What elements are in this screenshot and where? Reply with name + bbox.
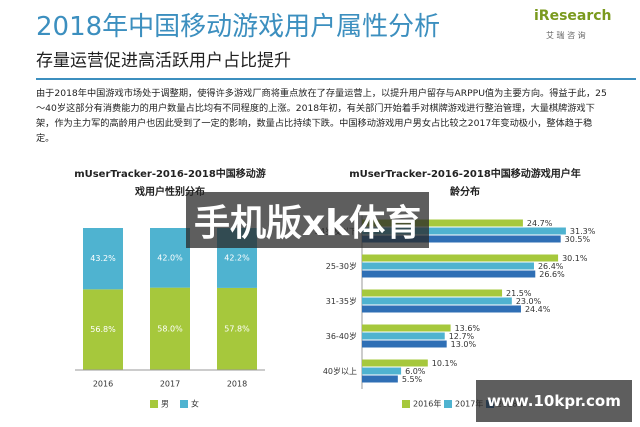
- data-label: 21.5%: [506, 289, 532, 298]
- divider: [36, 78, 636, 80]
- legend-swatch: [444, 400, 452, 408]
- body-text: 由于2018年中国游戏市场处于调整期，使得许多游戏厂商将重点放在了存量运营上，以…: [36, 88, 607, 144]
- data-label: 5.5%: [402, 375, 423, 384]
- data-label: 58.0%: [157, 324, 183, 333]
- legend-swatch: [180, 400, 188, 408]
- data-label: 6.0%: [405, 367, 426, 376]
- data-label: 57.8%: [224, 324, 250, 333]
- bar: [362, 289, 503, 297]
- bar-segment: [150, 228, 190, 288]
- data-label: 31.3%: [570, 227, 596, 236]
- legend-label: 2017年: [455, 399, 483, 409]
- bar: [362, 305, 521, 313]
- data-label: 42.2%: [224, 253, 250, 262]
- y-tick-label: 36-40岁: [326, 331, 357, 341]
- bar: [362, 254, 559, 262]
- bar: [362, 324, 451, 332]
- bar: [362, 332, 445, 340]
- page-subtitle: 存量运营促进高活跃用户占比提升: [36, 51, 291, 71]
- bar-segment: [83, 289, 123, 370]
- data-label: 30.1%: [562, 254, 588, 263]
- legend-label: 男: [161, 400, 169, 409]
- legend-swatch: [150, 400, 158, 408]
- data-label: 23.0%: [516, 297, 542, 306]
- data-label: 26.6%: [539, 270, 565, 279]
- data-label: 24.7%: [527, 219, 553, 228]
- x-tick-label: 2017: [160, 380, 180, 389]
- bar-segment: [217, 287, 257, 370]
- data-label: 13.6%: [455, 324, 481, 333]
- data-label: 24.4%: [525, 305, 551, 314]
- page-title: 2018年中国移动游戏用户属性分析: [36, 12, 441, 42]
- bar-segment: [83, 228, 123, 290]
- y-tick-label: 31-35岁: [326, 296, 357, 306]
- legend-label: 女: [191, 399, 199, 409]
- bar: [362, 235, 561, 243]
- chart-title: mUserTracker-2016-2018中国移动游戏用户性别分布: [74, 169, 266, 198]
- bar: [362, 262, 534, 270]
- bar: [362, 227, 566, 235]
- bar: [362, 340, 447, 348]
- bar-segment: [150, 287, 190, 370]
- legend-label: 2016年: [413, 399, 441, 409]
- logo-sub: 艾 瑞 咨 询: [546, 31, 586, 40]
- data-label: 26.4%: [538, 262, 564, 271]
- chart-title: mUserTracker-2016-2018中国移动游戏用户年龄分布: [349, 169, 581, 198]
- bar: [362, 270, 536, 278]
- watermark: 手机版xk体育: [186, 192, 430, 248]
- legend-swatch: [402, 400, 410, 408]
- data-label: 56.8%: [90, 325, 116, 334]
- bar: [362, 297, 512, 305]
- logo: iResearch: [534, 8, 612, 24]
- bar: [362, 375, 398, 383]
- bar: [362, 219, 523, 227]
- data-label: 12.7%: [449, 332, 475, 341]
- bar: [362, 367, 402, 375]
- x-tick-label: 2018: [227, 380, 247, 389]
- watermark-url: www.10kpr.com: [476, 380, 632, 422]
- data-label: 30.5%: [565, 235, 591, 244]
- x-tick-label: 2016: [93, 380, 113, 389]
- data-label: 13.0%: [451, 340, 477, 349]
- data-label: 10.1%: [432, 359, 458, 368]
- y-tick-label: 25-30岁: [326, 261, 357, 271]
- y-tick-label: 40岁以上: [323, 366, 357, 376]
- data-label: 42.0%: [157, 253, 183, 262]
- bar: [362, 359, 428, 367]
- data-label: 43.2%: [90, 254, 116, 263]
